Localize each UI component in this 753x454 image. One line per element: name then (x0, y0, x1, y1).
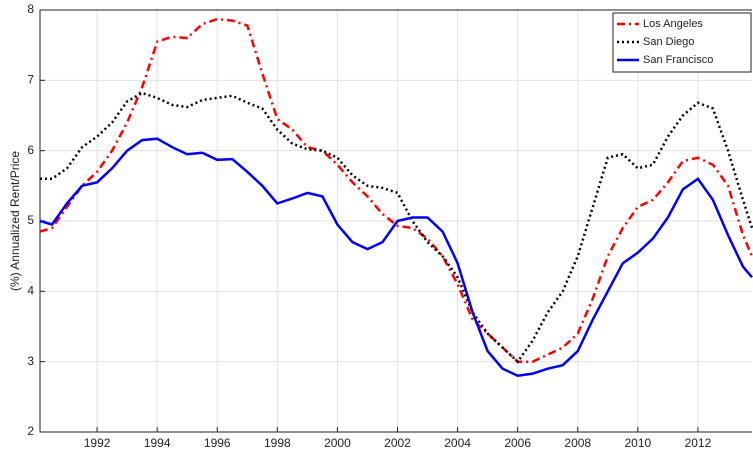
x-tick-label: 2000 (324, 436, 351, 450)
y-tick-label: 5 (27, 213, 34, 227)
legend-label: Los Angeles (643, 18, 703, 30)
x-tick-label: 1996 (204, 436, 231, 450)
y-tick-label: 8 (27, 2, 34, 16)
x-tick-label: 2008 (564, 436, 591, 450)
y-tick-label: 4 (27, 284, 34, 298)
legend-label: San Diego (643, 36, 694, 48)
legend-label: San Francisco (643, 54, 713, 66)
x-tick-label: 2012 (685, 436, 712, 450)
y-tick-label: 7 (27, 73, 34, 87)
x-tick-label: 1992 (84, 436, 111, 450)
series-line (40, 17, 753, 363)
plot-area (40, 17, 753, 377)
y-tick-label: 3 (27, 354, 34, 368)
y-axis-label: (%) Annualized Rent/Price (8, 151, 22, 291)
x-tick-label: 1994 (144, 436, 171, 450)
x-tick-label: 2004 (444, 436, 471, 450)
y-tick-label: 2 (27, 424, 34, 438)
x-tick-label: 2010 (624, 436, 651, 450)
x-tick-label: 2002 (384, 436, 411, 450)
series-line (40, 91, 753, 364)
x-tick-label: 2006 (504, 436, 531, 450)
x-tick-label: 1998 (264, 436, 291, 450)
series-line (40, 137, 753, 377)
y-tick-label: 6 (27, 143, 34, 157)
